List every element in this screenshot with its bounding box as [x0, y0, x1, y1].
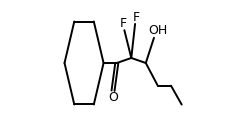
Text: F: F	[133, 10, 140, 24]
Text: F: F	[120, 17, 127, 30]
Text: O: O	[108, 91, 118, 104]
Text: OH: OH	[148, 24, 167, 37]
